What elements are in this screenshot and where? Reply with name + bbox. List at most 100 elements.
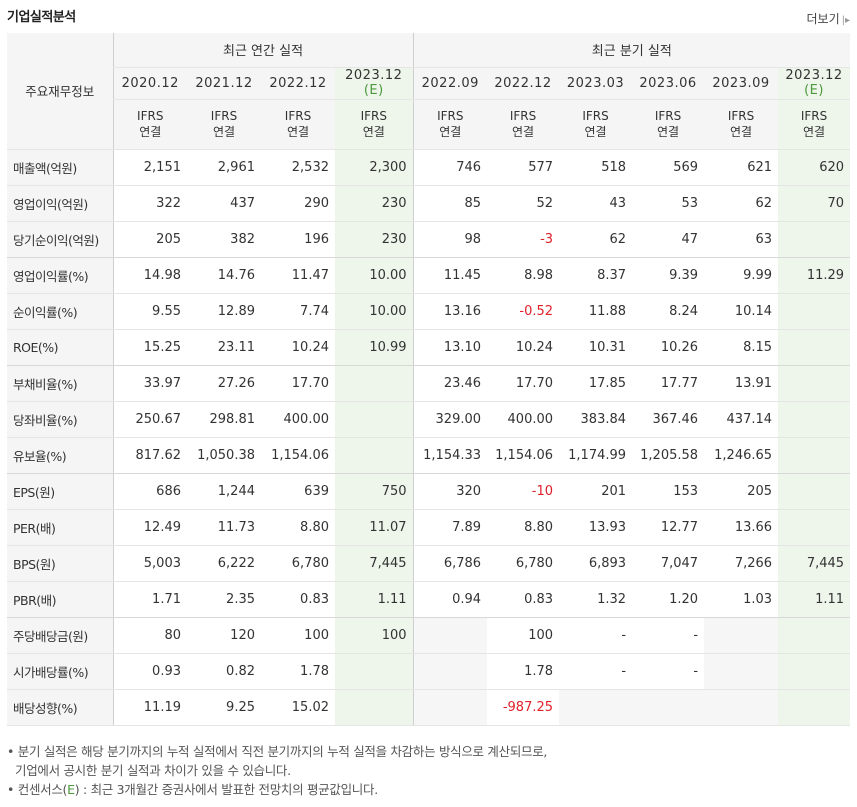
- table-cell: [778, 293, 851, 330]
- table-cell: 290: [261, 185, 335, 222]
- table-cell: 13.10: [412, 329, 488, 366]
- more-link[interactable]: 더보기 |▸: [806, 10, 850, 27]
- table-cell: 2,151: [112, 149, 187, 186]
- table-cell: 9.55: [112, 293, 187, 330]
- table-cell: 15.25: [112, 329, 187, 366]
- table-cell: 11.88: [559, 293, 633, 330]
- table-cell: 7,445: [778, 545, 851, 582]
- row-label: EPS(원): [7, 473, 113, 510]
- table-cell: [335, 689, 414, 726]
- table-cell: 196: [261, 221, 335, 258]
- table-cell: 1.11: [778, 581, 851, 618]
- table-cell: 7,445: [335, 545, 414, 582]
- table-row: PER(배) 12.49 11.73 8.80 11.07 7.89 8.80 13.93 12…: [7, 509, 851, 546]
- row-label: 부채비율(%): [7, 365, 113, 402]
- table-cell: 1,154.06: [261, 437, 335, 474]
- footnote-1: • 분기 실적은 해당 분기까지의 누적 실적에서 직전 분기까지의 누적 실적…: [7, 744, 548, 759]
- table-cell: 27.26: [187, 365, 261, 402]
- table-cell: [778, 365, 851, 402]
- table-cell: 10.26: [632, 329, 705, 366]
- row-label: 영업이익률(%): [7, 257, 113, 294]
- table-cell: [778, 401, 851, 438]
- table-cell: 686: [112, 473, 187, 510]
- table-cell: 620: [778, 149, 851, 186]
- table-cell: 7.74: [261, 293, 335, 330]
- table-cell: 639: [261, 473, 335, 510]
- table-cell: 8.37: [559, 257, 633, 294]
- table-cell: 205: [704, 473, 779, 510]
- quarter-group-header: 최근 분기 실적: [412, 33, 851, 68]
- period-header: 2022.12: [487, 67, 560, 100]
- table-cell: [778, 221, 851, 258]
- table-cell: 1,174.99: [559, 437, 633, 474]
- table-cell: -: [559, 653, 633, 690]
- table-cell: 43: [559, 185, 633, 222]
- table-cell: 10.14: [704, 293, 779, 330]
- table-cell: 518: [559, 149, 633, 186]
- table-cell: 2.35: [187, 581, 261, 618]
- table-cell: 1,154.06: [487, 437, 560, 474]
- table-cell: [559, 689, 633, 726]
- table-row: 시가배당률(%) 0.93 0.82 1.78 1.78- -: [7, 653, 851, 690]
- table-cell: [412, 617, 488, 654]
- row-label: PER(배): [7, 509, 113, 546]
- table-cell: 11.45: [412, 257, 488, 294]
- table-cell: [704, 617, 779, 654]
- table-cell: 9.99: [704, 257, 779, 294]
- table-cell: 53: [632, 185, 705, 222]
- table-cell: 62: [704, 185, 779, 222]
- table-cell: [335, 437, 414, 474]
- table-cell: 17.70: [487, 365, 560, 402]
- table-cell: 10.00: [335, 293, 414, 330]
- row-label: 유보율(%): [7, 437, 113, 474]
- row-label: 배당성향(%): [7, 689, 113, 726]
- table-cell: 7,047: [632, 545, 705, 582]
- table-cell: 23.11: [187, 329, 261, 366]
- table-cell: 11.47: [261, 257, 335, 294]
- ifrs-label: IFRS 연결: [335, 99, 414, 150]
- table-cell: 322: [112, 185, 187, 222]
- table-cell: 120: [187, 617, 261, 654]
- table-cell: 329.00: [412, 401, 488, 438]
- table-cell: -: [632, 617, 705, 654]
- table-cell: 1,244: [187, 473, 261, 510]
- table-row: BPS(원) 5,003 6,222 6,780 7,445 6,786 6,780 6,89…: [7, 545, 851, 582]
- table-cell: 1,205.58: [632, 437, 705, 474]
- period-header: 2023.03: [559, 67, 633, 100]
- table-cell: 298.81: [187, 401, 261, 438]
- table-cell: 230: [335, 185, 414, 222]
- table-cell: [778, 653, 851, 690]
- table-cell: [778, 473, 851, 510]
- table-cell: 8.80: [487, 509, 560, 546]
- table-cell: 5,003: [112, 545, 187, 582]
- table-row: 영업이익(억원) 322 437 290 230 85 52 43 53 62 70: [7, 185, 851, 222]
- row-label: 주당배당금(원): [7, 617, 113, 654]
- table-cell: 63: [704, 221, 779, 258]
- table-cell: [704, 689, 779, 726]
- table-cell: 1,154.33: [412, 437, 488, 474]
- ifrs-label: IFRS 연결: [704, 99, 779, 150]
- table-cell: 12.77: [632, 509, 705, 546]
- estimate-mark: (E): [363, 83, 384, 98]
- row-label: 순이익률(%): [7, 293, 113, 330]
- table-cell: 1.78: [261, 653, 335, 690]
- financial-table: 주요재무정보 최근 연간 실적 최근 분기 실적 2020.12 2021.12 2…: [7, 33, 851, 726]
- table-cell: 400.00: [487, 401, 560, 438]
- table-cell: 7,266: [704, 545, 779, 582]
- table-row: 부채비율(%) 33.97 27.26 17.70 23.46 17.70 17.85 17.…: [7, 365, 851, 402]
- table-cell: 85: [412, 185, 488, 222]
- table-cell: 17.77: [632, 365, 705, 402]
- table-cell: [778, 329, 851, 366]
- table-cell: 0.82: [187, 653, 261, 690]
- row-label: 당좌비율(%): [7, 401, 113, 438]
- table-cell: 205: [112, 221, 187, 258]
- period-header: 2020.12: [112, 67, 187, 100]
- table-cell: 13.91: [704, 365, 779, 402]
- table-cell: 62: [559, 221, 633, 258]
- table-cell: 10.24: [261, 329, 335, 366]
- table-cell: 8.24: [632, 293, 705, 330]
- footnote-1-cont: 기업에서 공시한 분기 실적과 차이가 있을 수 있습니다.: [15, 763, 291, 778]
- table-cell: 569: [632, 149, 705, 186]
- table-cell: 1.71: [112, 581, 187, 618]
